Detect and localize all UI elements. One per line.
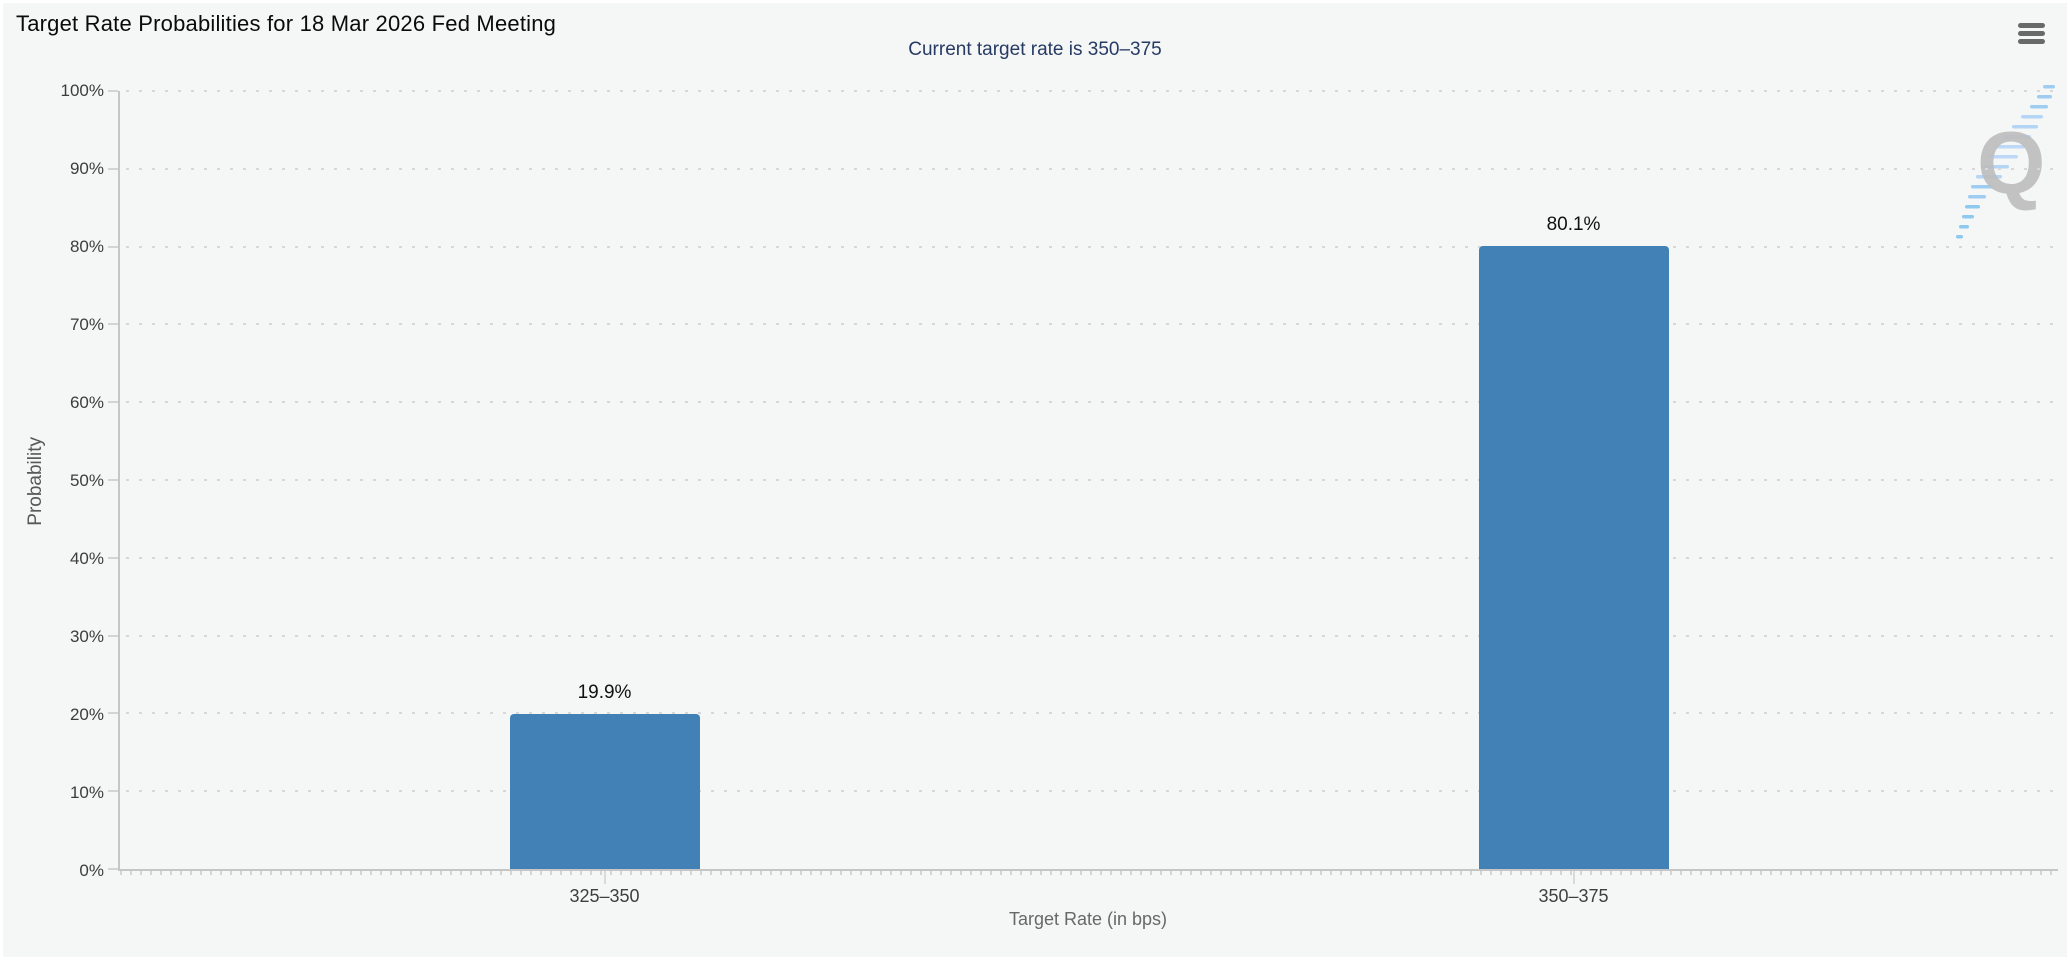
x-tick-mark	[603, 871, 606, 884]
y-tick-mark	[108, 90, 118, 92]
bar-325–350	[509, 714, 700, 869]
y-tick-mark	[108, 245, 118, 248]
gridline	[126, 90, 2058, 92]
gridline	[126, 634, 2058, 637]
y-axis-labels: 0% 10% 20% 30% 40% 50% 60% 70% 80% 90% 100%	[3, 81, 104, 880]
y-tick-label: 50%	[69, 471, 104, 490]
y-tick-label: 10%	[69, 783, 104, 802]
y-tick-mark	[108, 868, 118, 870]
chart-menu-button[interactable]	[2015, 17, 2047, 49]
y-tick-label: 60%	[69, 393, 104, 412]
gridline	[126, 323, 2058, 326]
y-tick-label: 30%	[69, 627, 104, 646]
chart-title: Target Rate Probabilities for 18 Mar 202…	[16, 11, 557, 36]
y-tick-mark	[108, 556, 118, 559]
hamburger-icon	[2017, 22, 2045, 28]
y-tick-mark	[108, 634, 118, 637]
watermark: Q	[1951, 83, 2067, 263]
y-tick-mark	[108, 712, 118, 715]
category-slot: 80.1% 350–375	[1089, 91, 2058, 906]
y-tick-mark	[108, 167, 118, 170]
y-tick-label: 20%	[69, 705, 104, 724]
gridline	[126, 556, 2058, 559]
x-axis-title: Target Rate (in bps)	[1008, 909, 1168, 929]
category-slot: 19.9% 325–350	[120, 91, 1089, 906]
gridline	[126, 167, 2058, 170]
x-tick-mark	[1572, 871, 1575, 884]
y-tick-mark	[108, 401, 118, 404]
bar-value-label: 19.9%	[577, 682, 632, 704]
gridline	[126, 790, 2058, 793]
watermark-q-letter: Q	[1977, 113, 2046, 212]
y-tick-mark	[108, 790, 118, 793]
hamburger-icon	[2017, 38, 2045, 44]
bar-value-label: 80.1%	[1546, 213, 1601, 235]
hamburger-icon	[2017, 30, 2045, 36]
gridline	[126, 479, 2058, 481]
x-tick-label: 350–375	[1538, 886, 1609, 906]
y-tick-mark	[108, 323, 118, 326]
gridline	[126, 712, 2058, 715]
gridline	[126, 245, 2058, 248]
y-tick-label: 100%	[60, 81, 104, 100]
y-tick-mark	[108, 479, 118, 481]
y-tick-label: 70%	[69, 315, 104, 334]
plot-area: 19.9% 325–350 80.1% 350–375	[108, 90, 2058, 906]
y-tick-label: 80%	[69, 237, 104, 256]
y-tick-label: 40%	[69, 549, 104, 568]
watermark-swoosh	[1956, 85, 2055, 239]
y-tick-label: 0%	[79, 861, 104, 880]
chart-subtitle: Current target rate is 350–375	[908, 39, 1162, 60]
bar-350–375	[1478, 245, 1669, 869]
gridline	[126, 401, 2058, 404]
y-tick-label: 90%	[69, 159, 104, 178]
x-tick-label: 325–350	[569, 886, 640, 906]
